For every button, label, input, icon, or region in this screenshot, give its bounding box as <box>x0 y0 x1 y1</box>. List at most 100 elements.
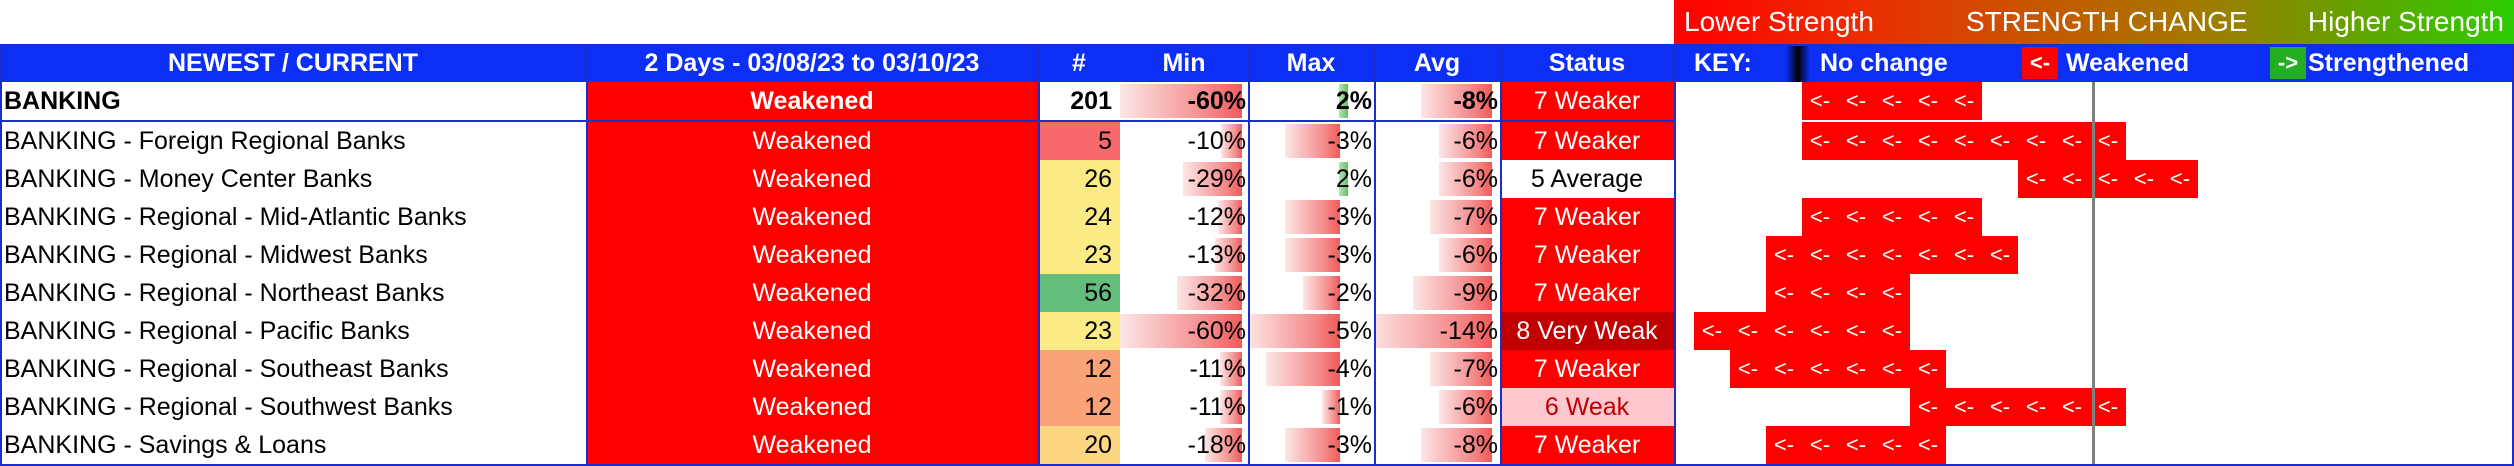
min-cell-text: -60% <box>1187 87 1246 115</box>
change-cell: Weakened <box>586 388 1038 426</box>
weakened-arrow-icon: <- <box>1946 198 1982 236</box>
min-cell: -11% <box>1120 388 1248 426</box>
status-cell: 7 Weaker <box>1500 122 1674 160</box>
count-cell: 56 <box>1038 274 1120 312</box>
industry-name: BANKING - Regional - Mid-Atlantic Banks <box>0 198 586 236</box>
change-cell: Weakened <box>586 198 1038 236</box>
avg-cell-text: -8% <box>1453 87 1498 115</box>
max-cell: -3% <box>1248 198 1374 236</box>
table-row[interactable]: BANKING Weakened 201 -60% 2% -8% 7 Weaker <- <- <… <box>0 82 2514 120</box>
min-data-bar <box>1215 238 1242 272</box>
count-cell-text: 5 <box>1098 127 1112 155</box>
column-header-period[interactable]: 2 Days - 03/08/23 to 03/10/23 <box>644 49 980 77</box>
weakened-arrow-icon: <- <box>1838 312 1874 350</box>
max-cell-text: -1% <box>1327 393 1372 421</box>
status-cell: 7 Weaker <box>1500 350 1674 388</box>
avg-cell: -14% <box>1374 312 1500 350</box>
column-header-count[interactable]: # <box>1072 49 1086 77</box>
count-cell: 5 <box>1038 122 1120 160</box>
weakened-arrow-icon: <- <box>2162 160 2198 198</box>
weakened-arrow-icon: <- <box>1802 426 1838 464</box>
weakened-arrow-icon: <- <box>1766 236 1802 274</box>
column-header-name[interactable]: NEWEST / CURRENT <box>168 49 418 77</box>
industry-name-text: BANKING - Regional - Midwest Banks <box>4 241 428 269</box>
min-cell-text: -29% <box>1187 165 1246 193</box>
weakened-arrow-icon: <- <box>2054 122 2090 160</box>
legend-high-label: Higher Strength <box>2307 6 2504 37</box>
min-data-bar <box>1218 200 1242 234</box>
legend-low-label: Lower Strength <box>1684 6 1874 37</box>
weakened-arrow-icon: <- <box>1910 426 1946 464</box>
weakened-arrow-icon: <- <box>1874 122 1910 160</box>
avg-cell-text: -8% <box>1453 431 1498 459</box>
weakened-arrow-icon: <- <box>1694 312 1730 350</box>
industry-name: BANKING - Regional - Southeast Banks <box>0 350 586 388</box>
avg-cell: -7% <box>1374 350 1500 388</box>
status-cell-text: 7 Weaker <box>1533 241 1641 269</box>
avg-cell-text: -6% <box>1453 165 1498 193</box>
min-cell-text: -12% <box>1187 203 1246 231</box>
column-divider <box>586 44 588 466</box>
change-cell-text: Weakened <box>752 127 872 155</box>
weakened-arrow-icon: <- <box>2090 160 2126 198</box>
avg-data-bar <box>1439 238 1492 272</box>
min-cell: -60% <box>1120 82 1248 120</box>
industry-name-text: BANKING - Foreign Regional Banks <box>4 127 406 155</box>
count-cell-text: 23 <box>1084 317 1112 345</box>
max-data-bar <box>1339 162 1348 196</box>
industry-name: BANKING - Regional - Northeast Banks <box>0 274 586 312</box>
status-cell-text: 7 Weaker <box>1533 279 1641 307</box>
change-cell-text: Weakened <box>752 317 872 345</box>
min-cell-text: -13% <box>1187 241 1246 269</box>
count-cell-text: 23 <box>1084 241 1112 269</box>
industry-name: BANKING <box>0 82 586 120</box>
max-cell-text: -3% <box>1327 241 1372 269</box>
table-row[interactable]: BANKING - Foreign Regional Banks Weakened… <box>0 122 2514 160</box>
weakened-arrow-icon: <- <box>1730 350 1766 388</box>
weakened-arrow-icon: <- <box>1838 426 1874 464</box>
avg-data-bar <box>1439 162 1492 196</box>
min-data-bar <box>1220 352 1242 386</box>
table-row[interactable]: BANKING - Regional - Southwest Banks Weak… <box>0 388 2514 426</box>
min-cell: -32% <box>1120 274 1248 312</box>
column-header-max[interactable]: Max <box>1286 49 1336 77</box>
column-header-status[interactable]: Status <box>1548 49 1626 77</box>
max-data-bar <box>1266 352 1340 386</box>
change-cell: Weakened <box>586 82 1038 120</box>
table-row[interactable]: BANKING - Regional - Northeast Banks Weak… <box>0 274 2514 312</box>
count-cell-text: 12 <box>1084 355 1112 383</box>
industry-name-text: BANKING - Regional - Pacific Banks <box>4 317 410 345</box>
table-row[interactable]: BANKING - Savings & Loans Weakened 20 -18% -… <box>0 426 2514 464</box>
max-cell-text: -3% <box>1327 431 1372 459</box>
table-row[interactable]: BANKING - Regional - Pacific Banks Weaken… <box>0 312 2514 350</box>
strengthened-arrow-icon: -> <box>2270 47 2306 79</box>
status-cell-text: 7 Weaker <box>1533 203 1641 231</box>
column-divider <box>1248 44 1250 466</box>
table-row[interactable]: BANKING - Regional - Midwest Banks Weaken… <box>0 236 2514 274</box>
column-header-min[interactable]: Min <box>1162 49 1206 77</box>
change-cell-text: Weakened <box>752 279 872 307</box>
max-cell: -5% <box>1248 312 1374 350</box>
avg-data-bar <box>1439 124 1492 158</box>
weakened-arrow-icon: <- <box>1766 350 1802 388</box>
weakened-arrow-icon: <- <box>1838 350 1874 388</box>
industry-name-text: BANKING - Regional - Mid-Atlantic Banks <box>4 203 467 231</box>
weakened-arrow-icon: <- <box>1802 312 1838 350</box>
max-data-bar <box>1285 200 1340 234</box>
column-header-avg[interactable]: Avg <box>1413 49 1461 77</box>
weakened-arrow-icon: <- <box>1766 426 1802 464</box>
weakened-arrow-icon: <- <box>1838 236 1874 274</box>
min-cell-text: -18% <box>1187 431 1246 459</box>
avg-cell-text: -14% <box>1439 317 1498 345</box>
max-cell-text: -4% <box>1327 355 1372 383</box>
max-cell-text: 2% <box>1335 165 1372 193</box>
change-cell-text: Weakened <box>752 393 872 421</box>
table-row[interactable]: BANKING - Regional - Mid-Atlantic Banks W… <box>0 198 2514 236</box>
avg-data-bar <box>1421 428 1492 462</box>
table-row[interactable]: BANKING - Regional - Southeast Banks Weak… <box>0 350 2514 388</box>
table-row[interactable]: BANKING - Money Center Banks Weakened 26 -2… <box>0 160 2514 198</box>
weakened-arrow-icon: <- <box>1910 82 1946 120</box>
weakened-arrow-icon: <- <box>1766 274 1802 312</box>
legend-title: STRENGTH CHANGE <box>1966 6 2248 37</box>
max-cell-text: -5% <box>1327 317 1372 345</box>
